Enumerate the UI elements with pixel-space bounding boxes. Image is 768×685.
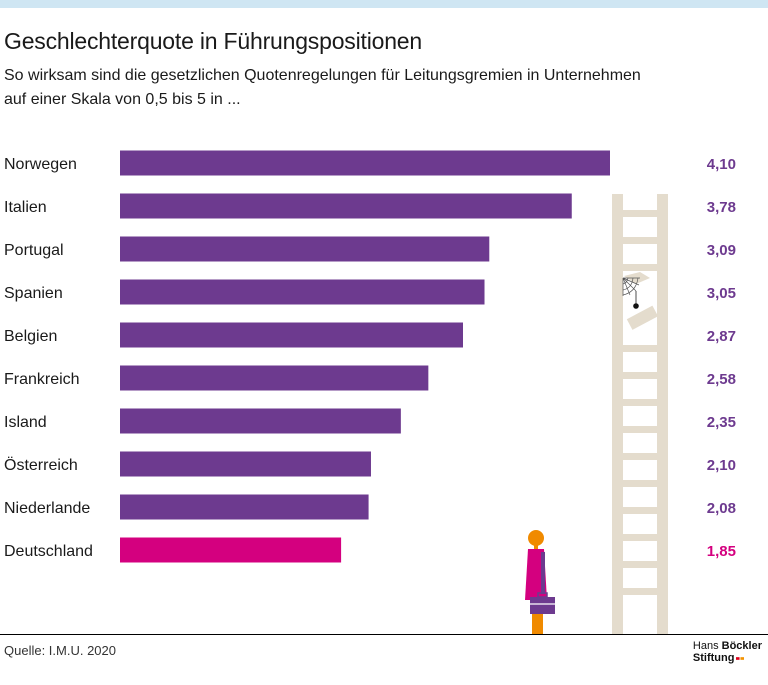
category-label-spanien: Spanien (4, 285, 63, 302)
ladder-rung (623, 507, 657, 514)
woman-neck (534, 545, 538, 549)
value-label-italien: 3,78 (707, 199, 736, 216)
top-band (0, 0, 768, 8)
category-label-deutschland: Deutschland (4, 543, 93, 560)
bar-spanien (120, 279, 485, 305)
bar-island (120, 408, 401, 434)
woman-legs (532, 614, 543, 634)
category-label-island: Island (4, 414, 47, 431)
cobweb-icon (622, 277, 640, 296)
bar-italien (120, 193, 572, 219)
category-label-norwegen: Norwegen (4, 156, 77, 173)
bar-belgien (120, 322, 463, 348)
ladder-rung (623, 426, 657, 433)
bar-norwegen (120, 150, 610, 176)
ladder-rung (623, 534, 657, 541)
ladder-rung (623, 264, 657, 271)
logo-mark-icon (736, 656, 745, 660)
ladder-rung (623, 561, 657, 568)
ladder-rung (623, 345, 657, 352)
bar-deutschland (120, 537, 342, 563)
source-note: Quelle: I.M.U. 2020 (4, 643, 116, 658)
chart-title: Geschlechterquote in Führungspositionen (4, 28, 422, 54)
woman-head (528, 530, 544, 546)
bar-portugal (120, 236, 490, 262)
category-label-niederlande: Niederlande (4, 500, 90, 517)
value-label-portugal: 3,09 (707, 242, 736, 259)
category-label-portugal: Portugal (4, 242, 64, 259)
ladder-rung (623, 399, 657, 406)
bottom-rule (0, 634, 768, 635)
category-label-belgien: Belgien (4, 328, 57, 345)
ladder-rung (623, 372, 657, 379)
briefcase-handle (537, 592, 548, 598)
woman-illustration (525, 530, 555, 634)
value-label--sterreich: 2,10 (707, 457, 736, 474)
ladder-rail-left (612, 194, 623, 634)
value-label-belgien: 2,87 (707, 328, 736, 345)
subtitle-line-2: auf einer Skala von 0,5 bis 5 in ... (4, 91, 241, 108)
ladder-rung (623, 588, 657, 595)
value-label-island: 2,35 (707, 414, 736, 431)
category-label-frankreich: Frankreich (4, 371, 80, 388)
logo-word-hans: Hans (692, 640, 722, 652)
ladder-rung (623, 453, 657, 460)
bars-group: Norwegen 4,10 Italien 3,78 Portugal 3,09 Spani… (4, 150, 736, 563)
spider-icon (633, 303, 639, 309)
ladder-rung (623, 210, 657, 217)
broken-rung (626, 305, 659, 330)
logo-word-stiftung: Stiftung (692, 652, 735, 664)
ladder-rung (623, 480, 657, 487)
ladder-illustration (612, 194, 668, 634)
bar-frankreich (120, 365, 429, 391)
bar--sterreich (120, 451, 371, 477)
value-label-niederlande: 2,08 (707, 500, 736, 517)
subtitle-line-1: So wirksam sind die gesetzlichen Quotenr… (4, 67, 641, 84)
value-label-deutschland: 1,85 (707, 543, 736, 560)
bar-chart: Norwegen 4,10 Italien 3,78 Portugal 3,09 Spani… (4, 150, 736, 634)
logo-word-boeckler: Böckler (721, 640, 762, 652)
category-label--sterreich: Österreich (4, 456, 78, 474)
category-label-italien: Italien (4, 199, 47, 216)
woman-arm (541, 552, 545, 594)
briefcase (530, 597, 555, 614)
bar-niederlande (120, 494, 369, 520)
ladder-rung (623, 237, 657, 244)
value-label-spanien: 3,05 (707, 285, 736, 302)
value-label-norwegen: 4,10 (707, 156, 736, 173)
ladder-rail-right (657, 194, 668, 634)
hans-boeckler-logo: Hans Böckler Stiftung (693, 640, 762, 664)
chart-subtitle: So wirksam sind die gesetzlichen Quotenr… (4, 64, 644, 112)
value-label-frankreich: 2,58 (707, 371, 736, 388)
